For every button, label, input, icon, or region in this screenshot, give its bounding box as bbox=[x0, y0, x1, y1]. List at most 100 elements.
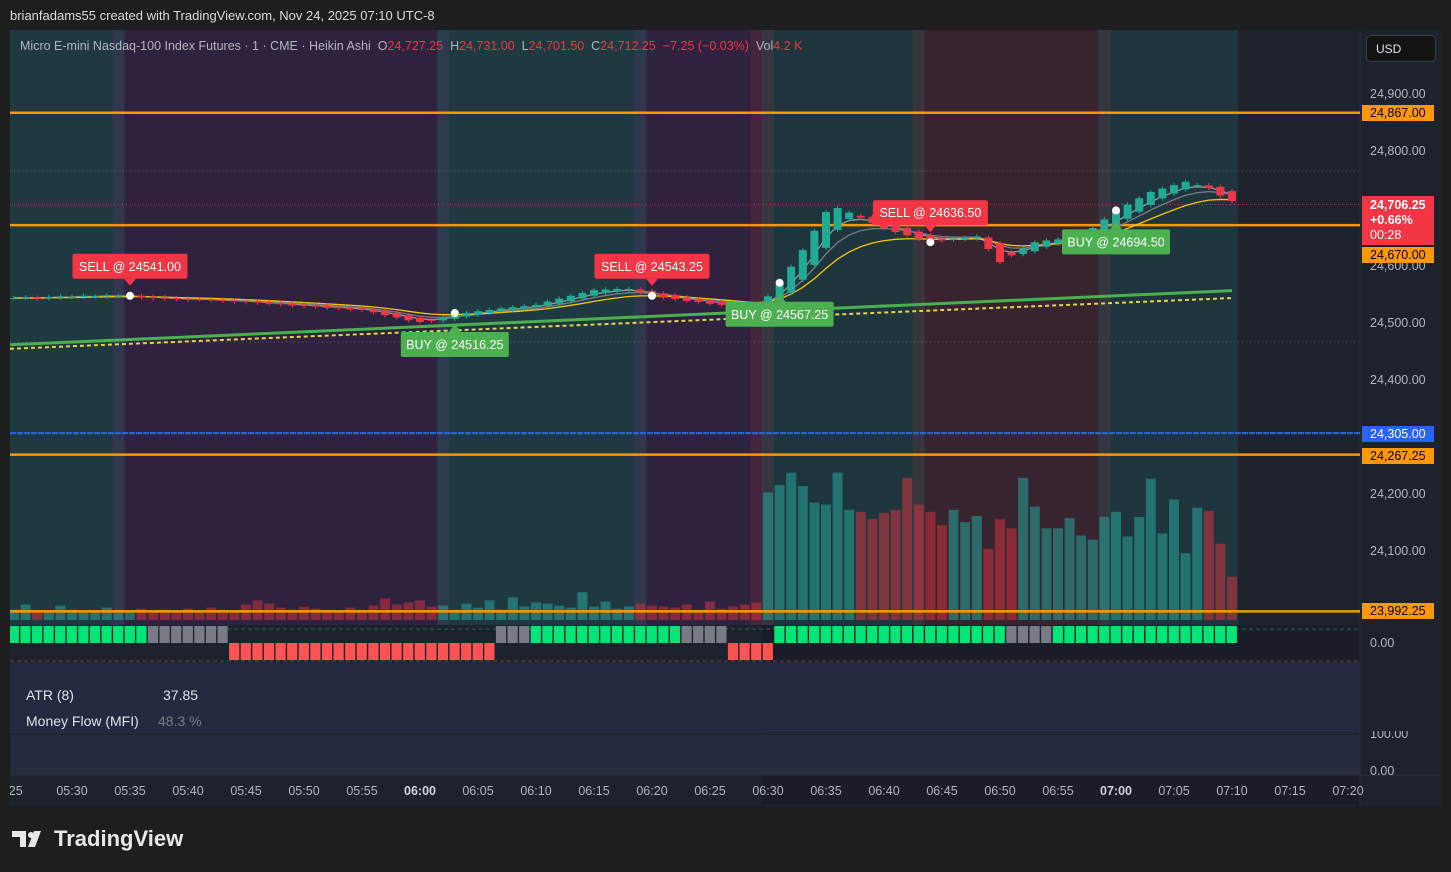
time-tick: 05:30 bbox=[56, 784, 87, 798]
candle bbox=[1181, 179, 1190, 192]
candle-body bbox=[787, 266, 796, 293]
trend-square bbox=[762, 643, 773, 660]
volume-bar bbox=[1053, 528, 1063, 620]
price-tick: 24,500.00 bbox=[1370, 316, 1426, 330]
candle-body bbox=[381, 310, 390, 316]
trend-square bbox=[1157, 626, 1168, 643]
chart-attribution: brianfadams55 created with TradingView.c… bbox=[10, 8, 435, 23]
sub-axis-tick: 0.00 bbox=[1370, 764, 1395, 778]
candle-body bbox=[230, 300, 239, 302]
candle bbox=[242, 298, 250, 305]
signal-dot bbox=[926, 238, 935, 247]
sell-signal[interactable]: SELL @ 24636.50 bbox=[872, 200, 988, 247]
open-label: O bbox=[377, 39, 388, 53]
trend-square bbox=[1006, 626, 1017, 643]
candle-body bbox=[624, 288, 633, 291]
candle bbox=[416, 315, 424, 325]
candle bbox=[323, 303, 332, 311]
volume-bar bbox=[577, 592, 588, 620]
candle bbox=[787, 264, 796, 296]
candle-body bbox=[485, 310, 494, 313]
trend-square bbox=[1215, 626, 1226, 643]
trend-square bbox=[727, 643, 739, 660]
candle-body bbox=[474, 311, 482, 315]
candle bbox=[972, 234, 981, 241]
volume-bar bbox=[438, 605, 449, 620]
candle-body bbox=[764, 296, 772, 308]
candle-body bbox=[578, 292, 587, 299]
tradingview-logo[interactable]: TradingView bbox=[12, 826, 183, 852]
volume-bar bbox=[496, 609, 507, 620]
candle-body bbox=[323, 305, 332, 308]
volume-bar bbox=[357, 609, 367, 620]
candle-body bbox=[346, 307, 355, 310]
candle bbox=[358, 306, 366, 313]
price-chart-svg[interactable]: SELL @ 24541.00 BUY @ 24516.25 SELL @ 2454… bbox=[10, 30, 1441, 806]
trend-square bbox=[565, 626, 576, 643]
candle bbox=[485, 307, 494, 316]
candle bbox=[659, 291, 668, 300]
tradingview-logo-icon bbox=[12, 831, 41, 847]
volume-bar bbox=[32, 611, 43, 620]
candle bbox=[984, 235, 993, 252]
level-tag: 24,267.25 bbox=[1362, 448, 1434, 464]
buy-signal[interactable]: BUY @ 24694.50 bbox=[1062, 206, 1170, 255]
chart-area[interactable]: SELL @ 24541.00 BUY @ 24516.25 SELL @ 2454… bbox=[10, 30, 1441, 806]
candle-body bbox=[1123, 204, 1132, 219]
volume-bar bbox=[380, 598, 391, 620]
volume-bar bbox=[937, 525, 947, 620]
trend-square bbox=[1041, 626, 1052, 643]
volume-bar bbox=[867, 519, 878, 620]
trend-square bbox=[171, 626, 182, 643]
volume-bar bbox=[623, 606, 634, 620]
trend-square bbox=[217, 626, 228, 643]
close-value: 24,712.25 bbox=[600, 39, 656, 53]
sell-signal[interactable]: SELL @ 24541.00 bbox=[72, 253, 188, 300]
trend-square bbox=[55, 626, 66, 643]
buy-signal[interactable]: BUY @ 24516.25 bbox=[400, 309, 509, 358]
time-tick: 07:05 bbox=[1158, 784, 1189, 798]
trend-square bbox=[194, 626, 205, 643]
candle-body bbox=[1170, 185, 1178, 194]
trend-square bbox=[414, 643, 425, 660]
candle bbox=[276, 300, 285, 307]
currency-button[interactable]: USD bbox=[1366, 35, 1436, 62]
buy-arrow-icon bbox=[1110, 221, 1122, 230]
trend-square bbox=[530, 626, 541, 643]
buy-signal[interactable]: BUY @ 24567.25 bbox=[725, 278, 834, 327]
volume-bar bbox=[310, 608, 321, 620]
candle bbox=[1135, 196, 1144, 214]
candle bbox=[311, 303, 320, 309]
trend-square bbox=[252, 643, 263, 660]
candle-body bbox=[949, 238, 958, 240]
trend-square bbox=[774, 626, 785, 643]
candle bbox=[184, 296, 192, 303]
candle-body bbox=[44, 296, 53, 299]
candle bbox=[949, 236, 958, 242]
signal-dot bbox=[775, 278, 784, 287]
trend-square bbox=[182, 626, 193, 643]
trend-square bbox=[832, 626, 843, 643]
sell-signal[interactable]: SELL @ 24543.25 bbox=[594, 253, 710, 300]
candle bbox=[474, 308, 482, 317]
trend-square bbox=[983, 626, 994, 643]
candle bbox=[1170, 182, 1178, 196]
candle-body bbox=[636, 289, 645, 293]
time-tick: 06:35 bbox=[810, 784, 841, 798]
candle bbox=[218, 297, 227, 304]
price-tick: 24,400.00 bbox=[1370, 373, 1426, 387]
candle-body bbox=[694, 299, 703, 303]
trend-square bbox=[669, 626, 681, 643]
volume-bar bbox=[507, 597, 518, 620]
volume-bar bbox=[670, 607, 681, 620]
volume-bar bbox=[1029, 506, 1040, 620]
current-price-tag: 24,706.25 +0.66% 00:28 bbox=[1362, 196, 1434, 245]
trend-square bbox=[136, 626, 147, 643]
candle-body bbox=[856, 215, 865, 218]
volume-bar bbox=[844, 509, 855, 620]
trend-square bbox=[693, 626, 704, 643]
level-tag: 24,670.00 bbox=[1362, 247, 1434, 263]
high-label: H bbox=[450, 39, 460, 53]
candle-body bbox=[288, 303, 297, 306]
symbol-name[interactable]: Micro E-mini Nasdaq-100 Index Futures · … bbox=[20, 39, 371, 53]
